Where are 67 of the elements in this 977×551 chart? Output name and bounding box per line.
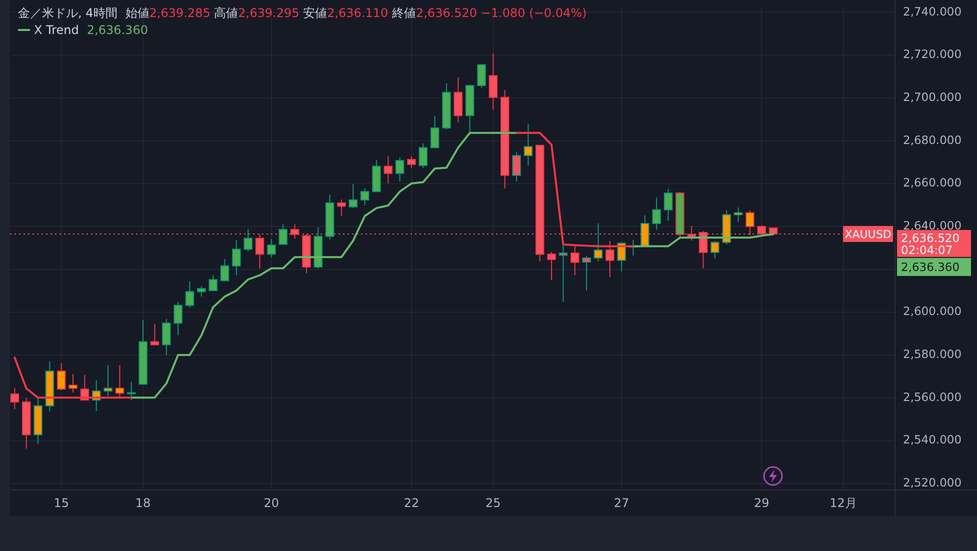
ref-line-label: 2,636.520	[901, 230, 960, 245]
text: 2,636.360	[901, 260, 960, 274]
candlestick	[348, 184, 358, 209]
candlestick	[582, 256, 591, 291]
y-tick-label: 2,560.000	[903, 390, 962, 404]
y-tick-label: 2,580.000	[903, 347, 962, 362]
candlestick	[208, 274, 218, 292]
candlestick	[278, 224, 288, 245]
candlestick	[454, 76, 463, 123]
candlestick	[337, 199, 346, 217]
y-tick-label: 2,520.000	[903, 476, 962, 490]
candlestick	[395, 157, 404, 182]
candlestick	[547, 251, 556, 281]
annotation: XAUUSD	[844, 228, 892, 241]
candlestick	[418, 142, 428, 168]
candlestick	[360, 188, 370, 206]
x-tick-label: 27	[614, 496, 630, 510]
candlestick	[477, 64, 486, 88]
candlestick	[68, 374, 78, 394]
candlestick	[220, 258, 230, 282]
candlestick	[174, 302, 182, 336]
candlestick	[127, 381, 136, 401]
candlestick	[640, 214, 650, 247]
text: 始値2,639.285 高値2,639.295 安値2,636.110 終値2,636.520 −1.080 (−0.04%)	[125, 6, 587, 20]
y-tick-label: 2,600.000	[903, 304, 962, 318]
candlestick	[710, 240, 720, 259]
y-tick-label: 2,660.000	[903, 176, 962, 190]
candlestick	[488, 52, 498, 110]
candlestick	[570, 245, 580, 276]
x-tick-label: 25	[486, 496, 501, 510]
candlestick	[746, 210, 754, 236]
candlestick	[150, 323, 160, 346]
annotation: 2,636.360	[86, 23, 148, 37]
candlestick	[10, 387, 20, 410]
candlestick	[512, 152, 521, 182]
candlestick	[185, 280, 194, 308]
y-tick-label: 2,700.000	[903, 90, 962, 104]
candlestick	[232, 240, 241, 276]
x-tick-label: 22	[404, 496, 420, 510]
candlestick	[558, 245, 568, 302]
text: 02:04:07	[901, 242, 953, 257]
y-tick-label: 2,680.000	[903, 132, 962, 147]
candlestick	[197, 286, 206, 298]
x-tick-label: 18	[135, 496, 151, 510]
legend-label: X Trend	[34, 23, 79, 37]
candlestick	[267, 238, 276, 258]
chart-title: 金／米ドル, 4時間	[18, 6, 118, 20]
candlestick	[652, 197, 661, 230]
candlestick	[430, 115, 440, 148]
candlestick	[162, 318, 171, 356]
candlestick	[104, 364, 112, 396]
y-tick-label: 2,540.000	[903, 432, 962, 447]
y-tick-label: 2,720.000	[903, 47, 962, 62]
candlestick	[407, 156, 416, 168]
x-tick-label: 15	[54, 496, 69, 510]
candlestick	[606, 240, 614, 278]
x-tick-label: 29	[754, 496, 770, 510]
y-tick-label: 2,740.000	[903, 4, 962, 18]
candlestick	[524, 123, 533, 166]
y-tick-label: 2,640.000	[903, 218, 962, 233]
candlestick	[244, 228, 252, 252]
x-tick-label: 12月	[830, 496, 857, 510]
candlestick	[384, 156, 392, 184]
x-tick-label: 20	[264, 496, 280, 510]
candlestick	[594, 222, 603, 262]
candlestick	[664, 188, 673, 222]
candlestick	[57, 362, 66, 391]
